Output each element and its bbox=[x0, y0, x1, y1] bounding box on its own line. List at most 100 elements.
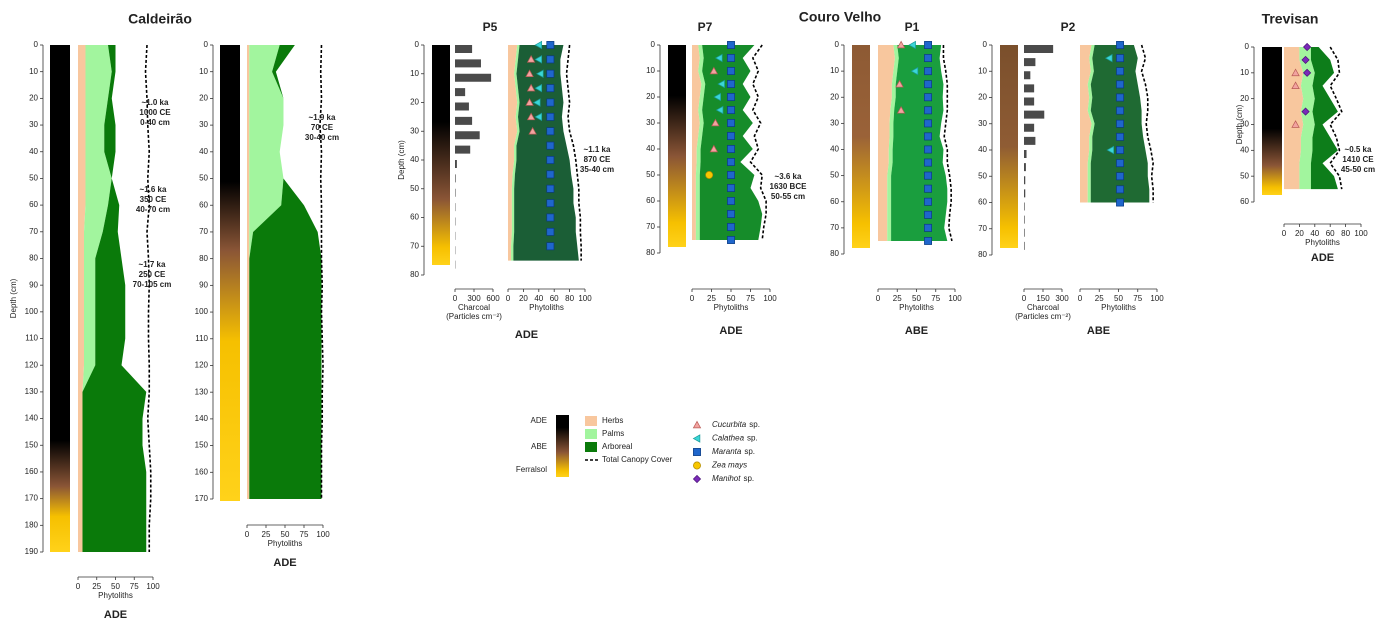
annotation: 1000 CE bbox=[139, 108, 171, 117]
y-tick-label: 20 bbox=[410, 98, 419, 107]
y-tick-label: 140 bbox=[25, 414, 39, 423]
panel-title: P1 bbox=[905, 20, 920, 34]
annotation: 350 CE bbox=[140, 195, 167, 204]
marker bbox=[1116, 93, 1124, 102]
area-0 bbox=[247, 45, 250, 499]
marker bbox=[546, 170, 555, 179]
x-tick-label: 100 bbox=[948, 294, 962, 303]
marker bbox=[1291, 68, 1300, 77]
y-tick-label: 20 bbox=[199, 94, 208, 103]
y-tick-label: 0 bbox=[34, 40, 39, 49]
marker bbox=[546, 242, 555, 251]
x-tick-label: 300 bbox=[467, 294, 481, 303]
soil-column bbox=[668, 45, 686, 247]
legend-soil-bar bbox=[556, 415, 569, 477]
canopy-line bbox=[319, 44, 324, 499]
x-tick-label: 50 bbox=[111, 582, 120, 591]
x-tick-label: 0 bbox=[506, 294, 511, 303]
charcoal-bar bbox=[1024, 71, 1031, 80]
charcoal-bar bbox=[1024, 45, 1054, 53]
marker bbox=[526, 55, 536, 63]
marker bbox=[546, 184, 555, 193]
y-tick-label: 60 bbox=[199, 200, 208, 209]
x-axis-label: Phytoliths bbox=[98, 591, 133, 600]
x-tick-label: 40 bbox=[534, 294, 543, 303]
charcoal-bar bbox=[1024, 163, 1026, 172]
marker bbox=[1116, 80, 1124, 89]
charcoal-bar bbox=[1024, 84, 1035, 93]
y-tick-label: 10 bbox=[29, 67, 38, 76]
x-tick-label: 20 bbox=[1295, 229, 1304, 238]
x-tick-label: 300 bbox=[1055, 294, 1069, 303]
y-tick-label: 0 bbox=[983, 40, 988, 49]
x-tick-label: 0 bbox=[453, 294, 458, 303]
soil-label: ADE bbox=[515, 329, 538, 341]
area-1 bbox=[695, 45, 706, 240]
marker bbox=[546, 199, 555, 208]
panel-title: P7 bbox=[698, 20, 713, 34]
x-tick-label: 100 bbox=[146, 582, 160, 591]
area-1 bbox=[1299, 47, 1315, 190]
area-1 bbox=[1087, 45, 1095, 203]
y-tick-label: 150 bbox=[25, 440, 39, 449]
y-tick-label: 20 bbox=[978, 93, 987, 102]
x-tick-label: 100 bbox=[316, 530, 330, 539]
marker bbox=[924, 80, 933, 89]
y-tick-label: 100 bbox=[25, 307, 39, 316]
y-tick-label: 80 bbox=[978, 250, 987, 259]
marker bbox=[525, 69, 534, 77]
legend-taxon: Zea mays bbox=[711, 461, 747, 470]
legend-swatch bbox=[585, 416, 597, 426]
soil-column bbox=[432, 45, 450, 265]
charcoal-bar bbox=[1024, 123, 1035, 132]
y-tick-label: 60 bbox=[1240, 197, 1249, 206]
taxon-genus: Cucurbita bbox=[712, 420, 747, 429]
marker bbox=[546, 127, 555, 136]
marker bbox=[546, 156, 555, 164]
y-tick-label: 80 bbox=[199, 254, 208, 263]
legend-soil-label: ABE bbox=[531, 442, 547, 451]
x-tick-label: 25 bbox=[707, 294, 716, 303]
y-tick-label: 30 bbox=[410, 126, 419, 135]
legend-taxon: Cucurbita sp. bbox=[712, 420, 760, 429]
y-tick-label: 100 bbox=[195, 307, 209, 316]
canopy-line bbox=[1329, 46, 1343, 190]
y-tick-label: 0 bbox=[204, 40, 209, 49]
taxon-suffix: sp. bbox=[744, 447, 755, 456]
y-tick-label: 50 bbox=[1240, 171, 1249, 180]
marker bbox=[1104, 53, 1113, 63]
x-tick-label: 600 bbox=[486, 294, 500, 303]
charcoal-bar bbox=[455, 59, 481, 68]
x-tick-label: 50 bbox=[281, 530, 290, 539]
canopy-line bbox=[1140, 44, 1154, 203]
annotation: 50-55 cm bbox=[771, 192, 805, 201]
y-tick-label: 50 bbox=[199, 174, 208, 183]
y-tick-label: 20 bbox=[29, 93, 38, 102]
taxon-genus: Zea mays bbox=[711, 461, 747, 470]
y-tick-label: 80 bbox=[29, 254, 38, 263]
marker bbox=[1291, 81, 1300, 89]
marker bbox=[1116, 198, 1124, 207]
y-tick-label: 30 bbox=[646, 118, 655, 127]
marker bbox=[693, 461, 701, 470]
area-0 bbox=[508, 45, 518, 261]
y-tick-label: 160 bbox=[25, 467, 39, 476]
annotation: ~1.9 ka bbox=[309, 113, 336, 122]
x-axis-label: Phytoliths bbox=[268, 539, 303, 548]
marker bbox=[525, 98, 534, 106]
annotation: 35-40 cm bbox=[580, 165, 614, 174]
marker bbox=[1116, 41, 1124, 49]
marker bbox=[924, 223, 933, 232]
y-tick-label: 50 bbox=[830, 171, 839, 180]
marker bbox=[727, 67, 735, 75]
y-tick-label: 70 bbox=[978, 224, 987, 233]
y-tick-label: 70 bbox=[199, 227, 208, 236]
x-tick-label: 50 bbox=[912, 294, 921, 303]
marker bbox=[714, 53, 723, 63]
marker bbox=[1291, 120, 1300, 128]
soil-label: ADE bbox=[273, 557, 296, 569]
panel-title: P2 bbox=[1061, 20, 1076, 34]
soil-label: ABE bbox=[1087, 325, 1110, 337]
marker bbox=[924, 158, 933, 167]
annotation: ~1.0 ka bbox=[142, 98, 169, 107]
